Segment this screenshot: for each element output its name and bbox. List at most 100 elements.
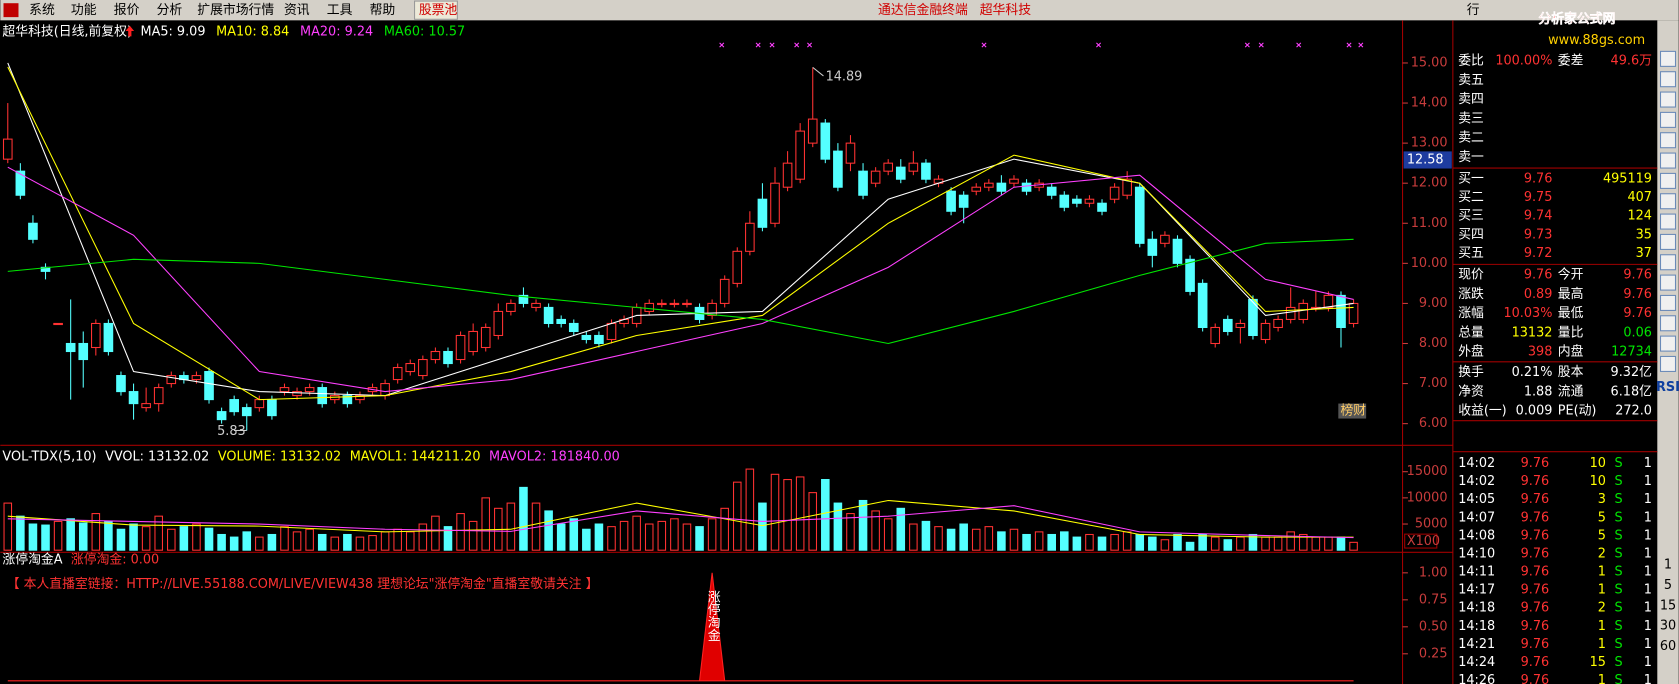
menu-item[interactable]: 工具 [327, 3, 353, 18]
volume-bar [569, 518, 579, 551]
bid-volume: 407 [1627, 190, 1652, 205]
candle-body [1134, 186, 1145, 244]
window-title: 超华科技 [980, 3, 1031, 18]
trade-volume: 1 [1598, 619, 1606, 634]
candle-body [493, 310, 504, 337]
menu-item[interactable]: 扩展市场行情 [197, 2, 274, 18]
candle-body [480, 326, 491, 349]
toolbar-button[interactable] [1659, 233, 1677, 250]
volume-bar [632, 515, 641, 551]
volume-bar [456, 513, 465, 551]
menu-item[interactable]: 分析 [157, 3, 183, 18]
trade-volume: 5 [1598, 528, 1606, 543]
trade-time: 14:17 [1458, 583, 1495, 598]
toolbar-button[interactable] [1659, 355, 1677, 372]
menu-item[interactable]: 帮助 [370, 3, 396, 18]
candle-body [1009, 178, 1019, 184]
toolbar-button[interactable] [1659, 315, 1677, 332]
volume-bar [393, 528, 402, 551]
volume-bar [582, 528, 591, 551]
candle-body [267, 399, 277, 417]
trade-volume: 5 [1598, 510, 1606, 525]
toolbar-button[interactable] [1659, 254, 1677, 271]
candle-body [1072, 198, 1082, 204]
toolbar-indicator[interactable]: RSI [1656, 380, 1679, 395]
trade-time: 14:05 [1458, 492, 1495, 507]
candle-body [682, 302, 692, 306]
period-button[interactable]: 1 [1664, 558, 1672, 573]
volume-bar [418, 523, 428, 551]
ask-level: 卖五 [1458, 73, 1484, 88]
volume-bar [3, 502, 13, 551]
toolbar-button[interactable] [1659, 213, 1677, 230]
candle-body [1160, 234, 1170, 244]
candle-body [506, 302, 516, 312]
candle-body [795, 130, 805, 180]
toolbar-button[interactable] [1659, 274, 1677, 291]
period-button[interactable]: 60 [1660, 639, 1676, 654]
volume-bar [167, 528, 176, 551]
candle-body [921, 162, 931, 180]
candle-body [443, 350, 453, 365]
candle-body [845, 142, 856, 164]
period-button[interactable]: 15 [1660, 598, 1676, 613]
menu-highlight[interactable]: 股票池 [419, 3, 458, 18]
toolbar-button[interactable] [1659, 132, 1677, 149]
volume-bar [267, 533, 277, 551]
candle-body [543, 306, 554, 324]
toolbar-button[interactable] [1659, 91, 1677, 108]
candle-body [241, 407, 252, 417]
volume-bar [682, 523, 692, 551]
candle-body [91, 322, 101, 349]
volume-bar [707, 518, 717, 551]
volume-bar [78, 522, 88, 551]
period-button[interactable]: 5 [1664, 578, 1672, 593]
ma-legend: MA10: 8.84 [216, 25, 289, 40]
volume-bar [1324, 536, 1333, 551]
menu-item[interactable]: 系统 [29, 3, 55, 18]
candle-body [707, 302, 717, 316]
toolbar-button[interactable] [1659, 71, 1677, 88]
trade-volume: 1 [1598, 637, 1606, 652]
quote-label: 流通 [1558, 384, 1584, 399]
trade-side: S [1614, 528, 1622, 543]
toolbar-button[interactable] [1659, 152, 1677, 169]
volume-legend: VVOL: 13132.02 [105, 450, 209, 465]
quote-label: 换手 [1458, 365, 1484, 380]
bid-level: 买三 [1458, 209, 1484, 224]
menu-item[interactable]: 资讯 [284, 3, 310, 18]
event-marker [1096, 42, 1102, 48]
volume-bar [1160, 539, 1170, 551]
badge-box [1338, 403, 1367, 419]
volume-bar [544, 510, 553, 551]
period-button[interactable]: 30 [1660, 619, 1676, 634]
toolbar-button[interactable] [1659, 50, 1677, 67]
event-marker [794, 42, 800, 48]
menu-item[interactable]: 报价 [114, 3, 140, 18]
live-link[interactable]: 【 本人直播室链接：HTTP://LIVE.55188.COM/LIVE/VIE… [7, 576, 599, 592]
y-tick-label: 0.75 [1419, 592, 1448, 607]
candle-body [1235, 322, 1246, 329]
volume-bar [66, 518, 75, 551]
toolbar-button[interactable] [1659, 111, 1677, 128]
order-book-header: 100.00% [1495, 54, 1552, 69]
ma-line [7, 166, 1354, 393]
trade-time: 14:11 [1458, 565, 1495, 580]
trade-side: S [1614, 546, 1622, 561]
spike-label: 涨停淘金 [705, 590, 720, 642]
y-tick-label: 11.00 [1411, 216, 1448, 231]
toolbar-button[interactable] [1659, 172, 1677, 189]
quote-label: 净资 [1458, 384, 1484, 399]
trade-price: 9.76 [1521, 474, 1550, 489]
window-title: 通达信金融终端 [878, 2, 968, 18]
quote-value: 0.89 [1524, 287, 1553, 302]
toolbar-button[interactable] [1659, 193, 1677, 210]
unit-box [1404, 533, 1438, 549]
candle-body [141, 403, 151, 409]
menu-item[interactable]: 功能 [71, 3, 97, 18]
toolbar-button[interactable] [1659, 294, 1677, 311]
toolbar-button[interactable] [1659, 335, 1677, 352]
candle-body [895, 166, 906, 180]
trade-price: 9.76 [1521, 655, 1550, 670]
